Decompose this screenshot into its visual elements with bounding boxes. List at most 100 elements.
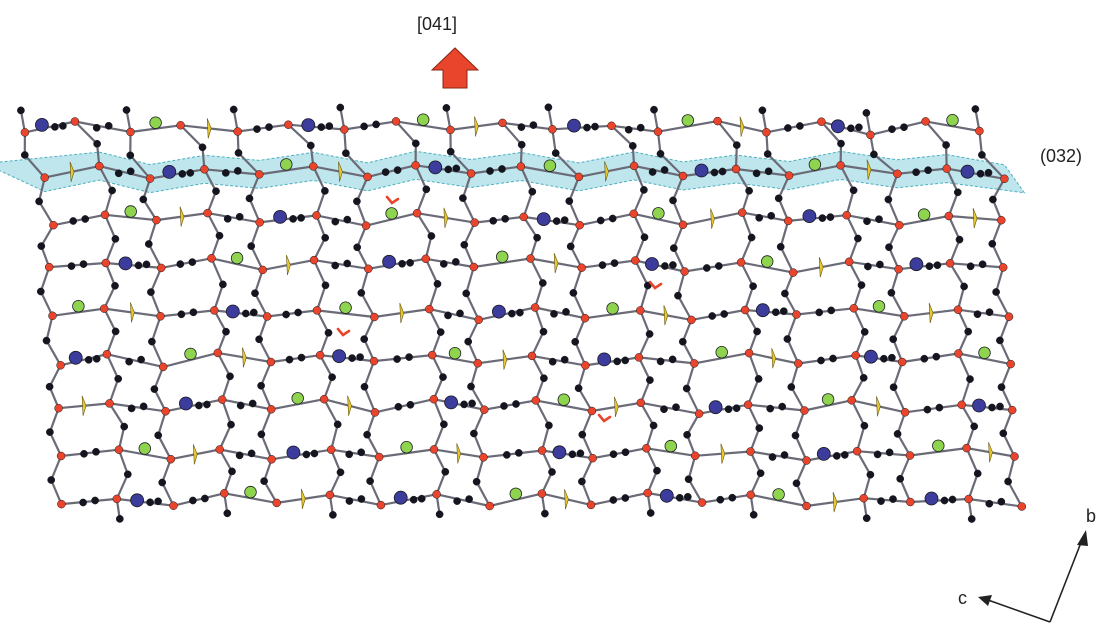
carbon-atom [411,139,420,148]
carbon-atom [832,452,841,460]
bond [210,257,224,286]
oxygen-atom [361,221,371,230]
yellow-atom [192,444,198,465]
bond [887,198,901,227]
bond [424,257,439,285]
carbon-atom [684,475,693,484]
carbon-atom [195,401,203,410]
carbon-atom [560,216,569,224]
carbon-atom [234,149,243,157]
carbon-atom [766,404,775,413]
carbon-atom [862,109,871,117]
carbon-atom [649,421,658,430]
bond [363,385,377,414]
carbon-atom [781,289,789,298]
bond [428,282,439,311]
carbon-atom [864,262,872,271]
oxygen-atom [101,258,111,268]
carbon-atom [621,356,630,365]
oxygen-atom [57,499,66,509]
oxygen-atom [690,451,700,461]
oxygen-atom [537,446,547,455]
bond [428,308,442,334]
carbon-atom [973,469,982,478]
oxygen-atom [429,445,439,454]
carbon-atom [714,262,723,270]
bond [690,308,747,321]
carbon-atom [198,143,207,152]
bond [716,119,738,147]
carbon-atom [551,149,560,157]
carbon-atom [282,310,290,319]
carbon-atom [796,122,804,130]
carbon-atom [306,141,315,150]
carbon-atom [126,167,135,176]
bond [147,242,163,269]
oxygen-atom [653,127,663,136]
bond [473,215,525,224]
carbon-atom [405,353,413,361]
carbon-atom [646,376,654,384]
carbon-atom [966,375,974,383]
carbon-atom [885,243,893,252]
oxygen-atom [588,453,597,463]
carbon-atom [422,185,431,194]
oxygen-atom [906,497,915,507]
bond [221,398,233,426]
carbon-atom [219,280,227,289]
blue-atom [924,491,939,506]
bond [855,424,866,453]
oxygen-atom [40,173,49,182]
oxygen-atom [258,265,267,275]
bond [312,259,327,287]
carbon-atom [333,420,342,429]
blue-atom [178,396,193,411]
carbon-atom [108,186,116,195]
bond [632,212,646,239]
oxygen-atom [894,264,903,274]
yellow-atom [720,443,726,464]
bond [366,164,417,178]
blue-atom [444,395,459,410]
bond [672,247,686,273]
bond [734,167,791,177]
carbon-atom [148,337,156,346]
oxygen-atom [736,258,746,267]
oxygen-atom [519,212,528,222]
carbon-atom [935,403,944,412]
carbon-atom [683,430,691,439]
bond [221,398,273,411]
oxygen-atom [56,361,65,370]
bond [470,165,523,175]
bond [998,339,1012,366]
oxygen-atom [577,263,586,272]
carbon-atom [137,355,145,364]
blue-atom [864,349,878,364]
bond [475,480,491,508]
carbon-atom [792,479,801,488]
carbon-atom [578,477,586,486]
oxygen-atom [102,349,112,359]
oxygen-atom [802,501,811,511]
bond [683,261,743,273]
carbon-atom [924,166,932,175]
bond [105,353,165,368]
blue-atom [393,490,408,505]
bond [580,457,594,483]
carbon-atom [394,402,403,411]
blue-atom [708,400,723,415]
carbon-atom [837,139,845,148]
carbon-atom [51,123,59,131]
carbon-atom [245,194,254,203]
bond [637,332,651,359]
oxygen-atom [156,263,166,273]
yellow-atom [972,207,978,229]
carbon-atom [444,311,452,320]
green-atom [772,488,785,501]
carbon-atom [444,165,453,174]
bond [890,291,906,318]
bond [164,398,224,413]
yellow-atom [564,489,569,510]
carbon-atom [189,308,198,317]
